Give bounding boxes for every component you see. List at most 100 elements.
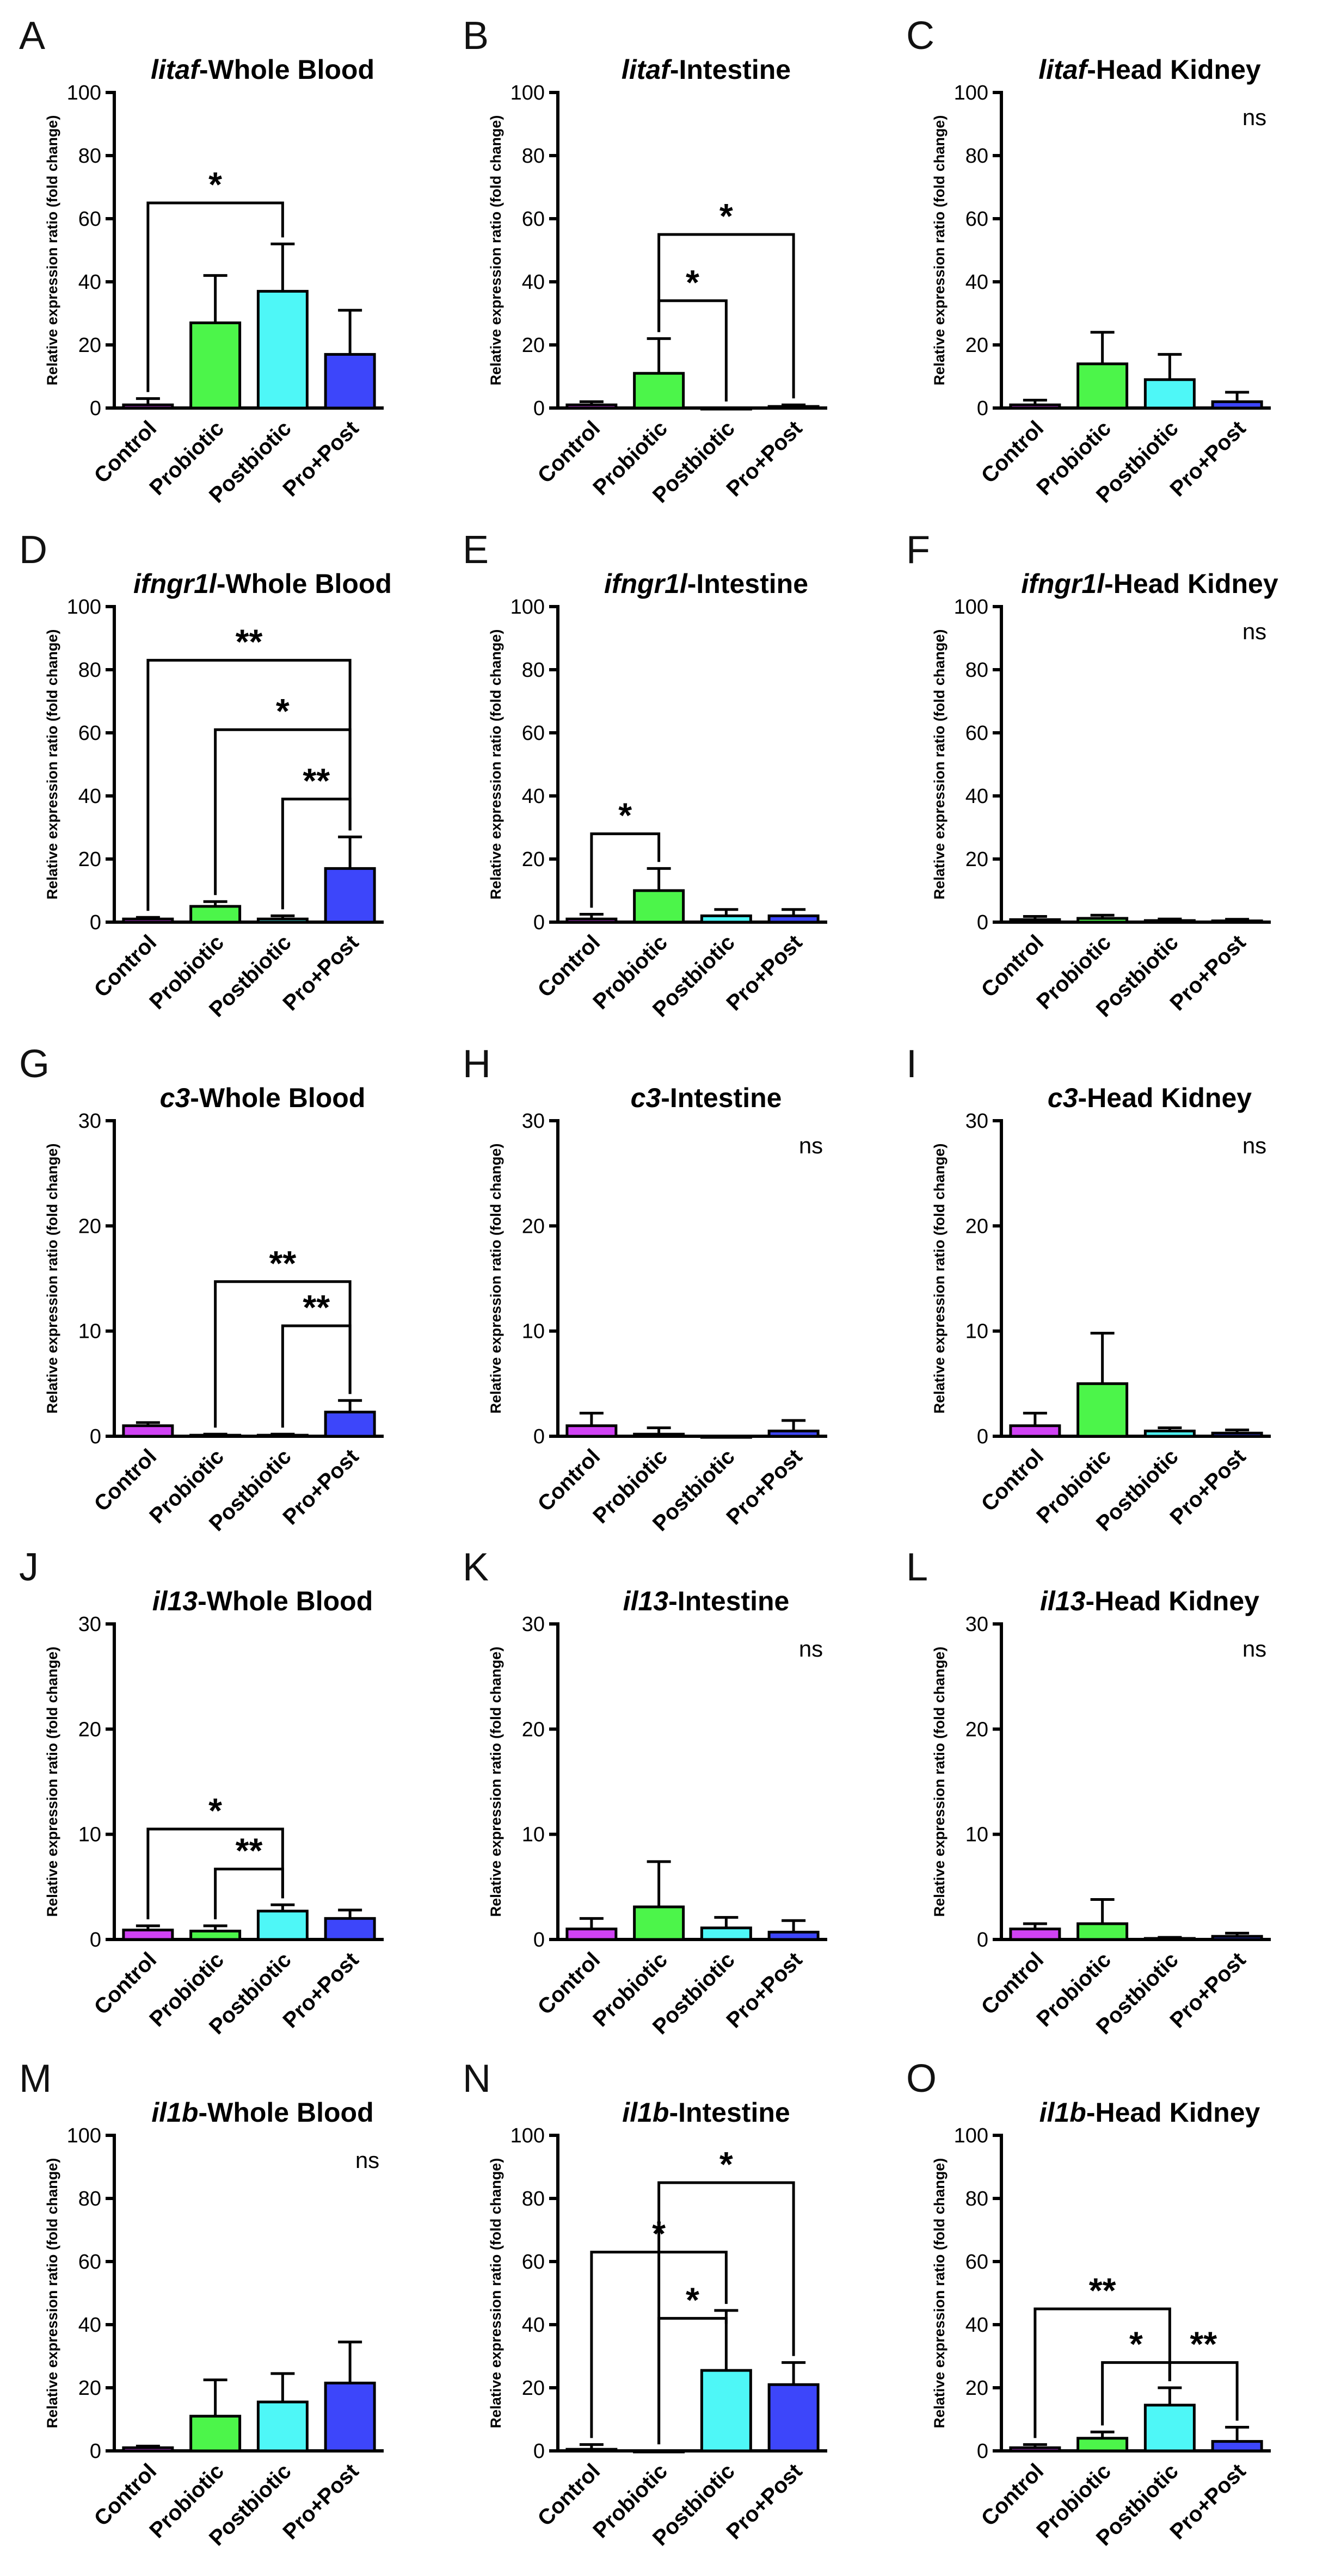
panel-h-ytick-label: 0 [533,1425,545,1448]
panel-a-bar-pro-post [324,353,376,410]
panel-m-ytick-label: 100 [67,2124,101,2147]
panel-d-bar-control [122,917,174,924]
panel-j-significance-bracket [146,1827,284,1919]
panel-b-significance-bracket [657,299,728,401]
panel-l-ytick-label: 10 [965,1824,988,1846]
panel-d-letter: D [19,528,47,572]
panel-d-ytick-label: 80 [78,659,101,682]
panel-c-letter: C [906,14,934,58]
panel-c-ytick-label: 20 [965,334,988,357]
panel-n-significance-label: * [719,2145,733,2184]
panel-d-ytick-label: 0 [90,911,101,934]
panel-k-ytick-label: 0 [533,1929,545,1951]
panel-l-ytick-label: 20 [965,1718,988,1741]
panel-k-title-gene: il13 [623,1586,669,1616]
panel-o-ytick-label: 100 [954,2124,988,2147]
panel-b-title-gene: litaf [622,54,672,85]
panel-g-title-tissue: -Whole Blood [190,1083,365,1113]
panel-d-significance-label: ** [303,761,330,800]
panel-c-ns-label: ns [1242,104,1266,130]
panel-d-ytick-label: 40 [78,785,101,808]
panel-e-letter: E [463,528,489,572]
panel-o-title-gene: il1b [1039,2097,1086,2128]
panel-f-bar-control [1009,918,1061,924]
panel-k-letter: K [463,1546,489,1589]
panel-k-ylabel: Relative expression ratio (fold change) [488,1647,504,1917]
panel-n-significance-bracket [657,2181,795,2444]
panel-g-letter: G [19,1042,50,1086]
panel-c-bar-probiotic [1076,362,1129,410]
panel-h-ytick-label: 10 [522,1320,545,1343]
panel-i-ytick-label: 20 [965,1215,988,1238]
panel-i-bar-pro-post [1211,1431,1263,1438]
panel-h-ns-label: ns [799,1133,823,1158]
panel-j-title: il13-Whole Blood [152,1586,373,1616]
panel-a-significance-bracket [146,201,284,392]
panel-i-bar-postbiotic [1143,1429,1196,1438]
panel-n-bar-postbiotic [700,2369,752,2453]
panel-o-significance-bracket [1033,2307,1171,2438]
panel-o-ytick-label: 40 [965,2314,988,2337]
panel-h-ytick-label: 30 [522,1110,545,1133]
panel-b-ytick-label: 20 [522,334,545,357]
panel-o-bar-pro-post [1211,2440,1263,2453]
panel-e-bar-postbiotic [700,914,752,924]
panel-a-title: litaf-Whole Blood [151,54,374,85]
panel-l-bar-pro-post [1211,1935,1263,1941]
panel-a-ylabel: Relative expression ratio (fold change) [44,115,60,386]
panel-l-title-gene: il13 [1040,1586,1086,1616]
panel-c-ytick-label: 80 [965,145,988,168]
panel-k-title-tissue: -Intestine [668,1586,789,1616]
panel-j-ytick-label: 0 [90,1929,101,1951]
panel-l-bar-control [1009,1928,1061,1941]
panel-n-ytick-label: 0 [533,2440,545,2463]
panel-d-title-gene: ifngr1l [133,569,217,599]
panel-h-ytick-label: 20 [522,1215,545,1238]
panel-g-bar-probiotic [189,1434,242,1438]
panel-d-bar-probiotic [189,905,242,924]
panel-d-ytick-label: 100 [67,596,101,619]
panel-m-letter: M [19,2057,52,2101]
panel-n-ytick-label: 60 [522,2251,545,2274]
panel-e-title-tissue: -Intestine [687,569,808,599]
panel-j-significance-label: * [208,1791,222,1830]
panel-o-letter: O [906,2057,937,2101]
panel-o-ylabel: Relative expression ratio (fold change) [931,2158,948,2429]
panel-i-ns-label: ns [1242,1133,1266,1158]
panel-g-ytick-label: 20 [78,1215,101,1238]
panel-n-significance-label: * [686,2280,699,2319]
panel-k-ytick-label: 30 [522,1613,545,1636]
panel-c-title-gene: litaf [1038,54,1089,85]
panel-f-ytick-label: 0 [977,911,988,934]
panel-n-ytick-label: 100 [510,2124,545,2147]
panel-a-letter: A [19,14,45,58]
panel-f-letter: F [906,528,930,572]
panel-e-ylabel: Relative expression ratio (fold change) [488,629,504,900]
panel-j-ytick-label: 10 [78,1824,101,1846]
panel-n-title: il1b-Intestine [622,2097,790,2128]
panel-m-bar-postbiotic [256,2400,309,2453]
panel-a-ytick-label: 40 [78,271,101,294]
panel-a-title-gene: litaf [151,54,201,85]
panel-g-significance-label: ** [303,1288,330,1327]
panel-f-bar-probiotic [1076,917,1129,924]
panel-e-significance-label: * [618,796,632,835]
panel-n-bar-pro-post [767,2383,820,2453]
panel-e-title-gene: ifngr1l [604,569,688,599]
panel-d-title-tissue: -Whole Blood [217,569,392,599]
panel-m-bar-pro-post [324,2381,376,2453]
panel-k-bar-probiotic [633,1905,685,1941]
panel-o-bar-probiotic [1076,2437,1129,2453]
panel-m-bar-control [122,2446,174,2453]
panel-g-ytick-label: 10 [78,1320,101,1343]
panel-i: Ic3-Head Kidney Relative expression ratio… [906,1042,1271,1536]
panel-i-ytick-label: 30 [965,1110,988,1133]
panel-d-significance-bracket [214,728,352,895]
panel-d-significance-label: * [276,691,290,731]
panel-f-ylabel: Relative expression ratio (fold change) [931,629,948,900]
panel-a-bar-probiotic [189,321,242,410]
